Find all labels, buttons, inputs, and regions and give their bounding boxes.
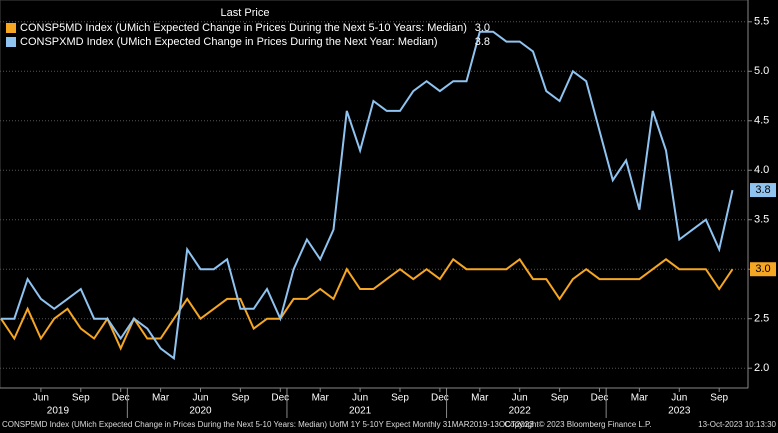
x-tick-label: Jun [512,393,528,404]
y-tick-label: 2.0 [754,362,769,374]
series-line [0,257,734,351]
x-tick-label: Sep [232,393,250,404]
legend-swatch [6,23,16,33]
year-label: 2019 [47,406,70,417]
x-tick-label: Mar [471,393,489,404]
last-value-box [750,183,776,198]
y-tick-label: 3.5 [754,214,769,226]
y-tick-label: 4.5 [754,115,769,127]
x-tick-label: Sep [391,393,409,404]
x-tick-label: Mar [312,393,330,404]
y-tick-label: 2.5 [754,313,769,325]
year-label: 2020 [189,406,212,417]
footer-left: CONSP5MD Index (UMich Expected Change in… [2,420,534,429]
x-tick-label: Dec [431,393,449,404]
legend-label: CONSP5MD Index (UMich Expected Change in… [20,22,467,34]
x-tick-label: Sep [551,393,569,404]
x-tick-label: Sep [72,393,90,404]
x-tick-label: Mar [152,393,170,404]
x-tick-label: Dec [591,393,609,404]
year-label: 2023 [668,406,691,417]
y-tick-label: 5.0 [754,65,769,77]
x-tick-label: Jun [33,393,49,404]
x-tick-label: Sep [710,393,728,404]
x-tick-label: Jun [671,393,687,404]
x-tick-label: Mar [631,393,649,404]
last-value-label: 3.0 [755,263,770,275]
legend-title: Last Price [221,7,270,19]
footer-center: Copyright© 2023 Bloomberg Finance L.P. [504,420,651,429]
last-value-box [750,262,776,277]
y-tick-label: 5.5 [754,16,769,28]
legend-swatch [6,37,16,47]
year-label: 2021 [349,406,372,417]
y-tick-label: 4.0 [754,164,769,176]
legend-label: CONSPXMD Index (UMich Expected Change in… [20,36,438,48]
footer-right: 13-Oct-2023 10:13:30 [698,420,776,429]
year-label: 2022 [509,406,532,417]
x-tick-label: Dec [112,393,130,404]
x-tick-label: Jun [192,393,208,404]
plot-area [0,0,749,389]
last-value-label: 3.8 [755,184,770,196]
series-line [1,30,734,361]
legend-value: 3.8 [475,36,490,48]
x-tick-label: Dec [271,393,289,404]
x-tick-label: Jun [352,393,368,404]
